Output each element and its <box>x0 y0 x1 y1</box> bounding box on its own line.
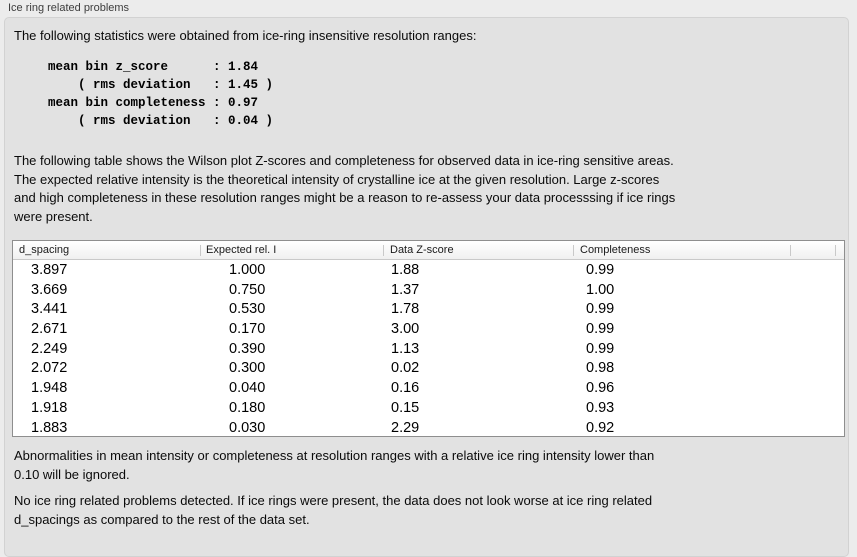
column-divider <box>383 245 384 256</box>
cell-d-spacing: 3.669 <box>31 281 68 298</box>
cell-d-spacing: 2.249 <box>31 340 68 357</box>
cell-expected-rel-i: 0.170 <box>229 321 266 338</box>
cell-completeness: 0.92 <box>586 419 615 436</box>
column-divider <box>200 245 201 256</box>
table-row[interactable]: 2.671 0.170 3.00 0.99 <box>13 319 844 339</box>
cell-completeness: 0.99 <box>586 321 615 338</box>
column-divider <box>573 245 574 256</box>
cell-d-spacing: 2.072 <box>31 360 68 377</box>
cell-completeness: 0.98 <box>586 360 615 377</box>
table-header-row: d_spacing Expected rel. I Data Z-score C… <box>13 241 844 260</box>
table-intro-text: The following table shows the Wilson plo… <box>14 153 676 224</box>
column-header-d-spacing[interactable]: d_spacing <box>19 244 70 256</box>
column-header-expected-rel-i[interactable]: Expected rel. I <box>206 244 277 256</box>
cell-expected-rel-i: 0.390 <box>229 340 266 357</box>
table-row[interactable]: 1.918 0.180 0.15 0.93 <box>13 398 844 418</box>
table-body: 3.897 1.000 1.88 0.99 3.669 0.750 1.37 1… <box>13 260 844 437</box>
table-row[interactable]: 1.883 0.030 2.29 0.92 <box>13 418 844 438</box>
table-row[interactable]: 1.948 0.040 0.16 0.96 <box>13 378 844 398</box>
column-divider <box>835 245 836 256</box>
cell-d-spacing: 1.948 <box>31 380 68 397</box>
table-row[interactable]: 3.897 1.000 1.88 0.99 <box>13 260 844 280</box>
cell-d-spacing: 3.441 <box>31 301 68 318</box>
cell-expected-rel-i: 0.180 <box>229 399 266 416</box>
cell-expected-rel-i: 0.750 <box>229 281 266 298</box>
cell-expected-rel-i: 0.530 <box>229 301 266 318</box>
ice-ring-table: d_spacing Expected rel. I Data Z-score C… <box>12 240 845 437</box>
column-header-data-z-score[interactable]: Data Z-score <box>390 244 454 256</box>
stats-intro-text: The following statistics were obtained f… <box>14 28 477 43</box>
cell-expected-rel-i: 1.000 <box>229 262 266 278</box>
table-row[interactable]: 3.669 0.750 1.37 1.00 <box>13 280 844 300</box>
cell-d-spacing: 3.897 <box>31 262 68 278</box>
cell-d-spacing: 1.883 <box>31 419 68 436</box>
cell-expected-rel-i: 0.300 <box>229 360 266 377</box>
column-divider <box>790 245 791 256</box>
cell-d-spacing: 2.671 <box>31 321 68 338</box>
cell-expected-rel-i: 0.040 <box>229 380 266 397</box>
cell-completeness: 0.99 <box>586 301 615 318</box>
group-box-title: Ice ring related problems <box>8 2 130 14</box>
table-row[interactable]: 2.249 0.390 1.13 0.99 <box>13 339 844 359</box>
cell-completeness: 0.99 <box>586 340 615 357</box>
cell-data-z-score: 3.00 <box>391 321 420 338</box>
cell-completeness: 0.96 <box>586 380 615 397</box>
cell-data-z-score: 0.15 <box>391 399 420 416</box>
column-header-completeness[interactable]: Completeness <box>580 244 651 256</box>
stats-block: mean bin z_score : 1.84 ( rms deviation … <box>48 60 274 128</box>
cell-data-z-score: 0.16 <box>391 380 420 397</box>
ignore-threshold-note: Abnormalities in mean intensity or compl… <box>14 448 655 482</box>
cell-data-z-score: 1.78 <box>391 301 420 318</box>
cell-completeness: 0.93 <box>586 399 615 416</box>
conclusion-text: No ice ring related problems detected. I… <box>14 493 653 527</box>
cell-data-z-score: 2.29 <box>391 419 420 436</box>
ice-ring-report-panel: Ice ring related problems The following … <box>4 2 849 557</box>
cell-data-z-score: 1.88 <box>391 262 420 278</box>
table-row[interactable]: 3.441 0.530 1.78 0.99 <box>13 299 844 319</box>
cell-data-z-score: 1.37 <box>391 281 420 298</box>
cell-data-z-score: 0.02 <box>391 360 420 377</box>
cell-data-z-score: 1.13 <box>391 340 420 357</box>
cell-expected-rel-i: 0.030 <box>229 419 266 436</box>
cell-d-spacing: 1.918 <box>31 399 68 416</box>
table-row[interactable]: 2.072 0.300 0.02 0.98 <box>13 358 844 378</box>
cell-completeness: 0.99 <box>586 262 615 278</box>
cell-completeness: 1.00 <box>586 281 615 298</box>
